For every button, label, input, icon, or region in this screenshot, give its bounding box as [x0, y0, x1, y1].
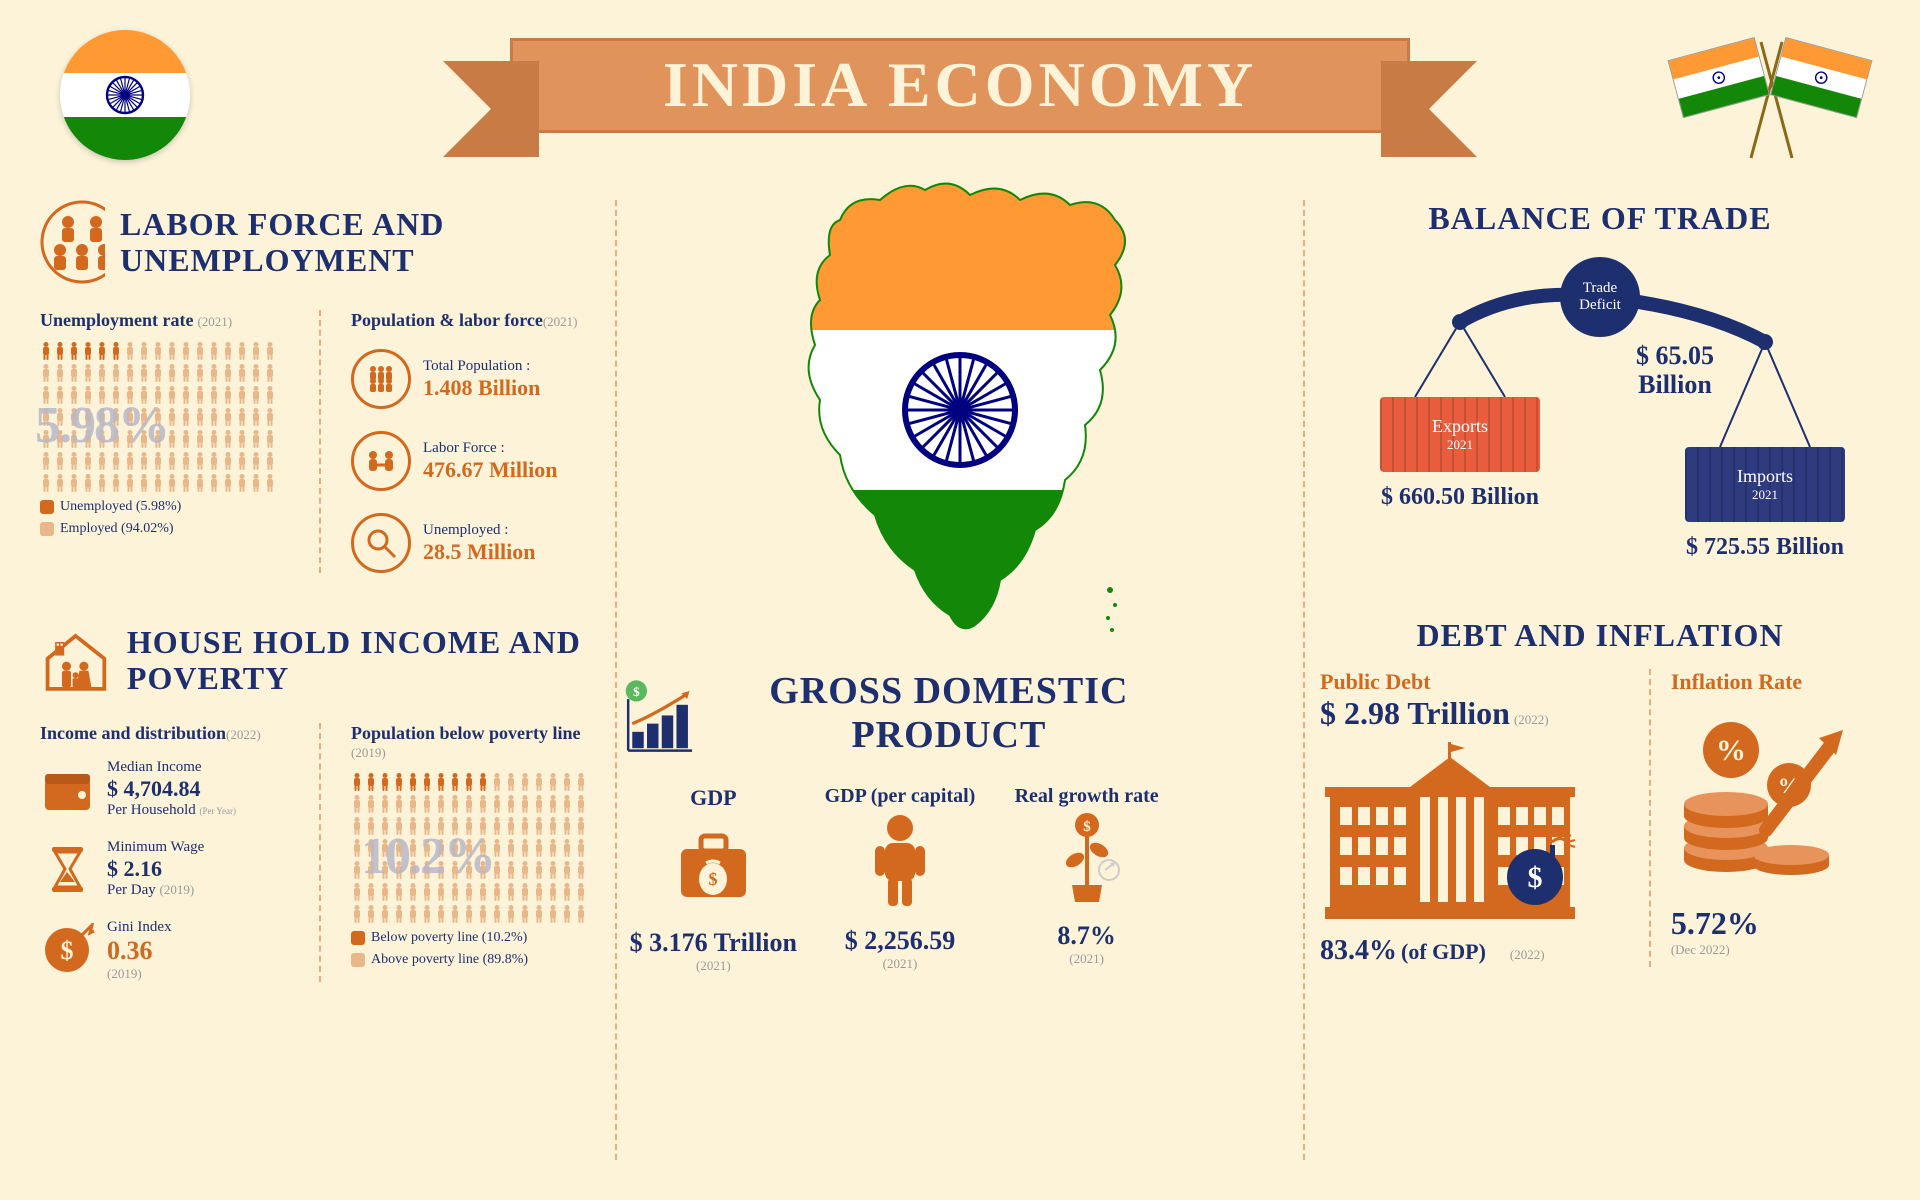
unemployed-label: Unemployed :	[423, 522, 535, 539]
unemployment-label: Unemployment rate	[40, 310, 193, 330]
legend-above-poverty: Above poverty line (89.8%)	[351, 952, 600, 968]
government-building-icon: $	[1320, 742, 1580, 922]
divider	[615, 200, 617, 1160]
total-pop-value: 1.408 Billion	[423, 375, 540, 401]
gini-value: 0.36	[107, 936, 172, 966]
of-gdp-year: (2022)	[1510, 947, 1545, 962]
income-year: (2022)	[226, 727, 261, 742]
gdp-total: GDP $ $ 3.176 Trillion (2021)	[628, 785, 798, 974]
median-income-value: $ 4,704.84	[107, 776, 236, 802]
inflation-value: 5.72%	[1671, 905, 1880, 942]
svg-text:$: $	[1083, 819, 1091, 835]
balance-scale: Trade Deficit $ 65.05 Billion Exports 20…	[1320, 257, 1880, 577]
crossed-flags-icon	[1670, 25, 1870, 155]
exports-box: Exports 2021	[1380, 397, 1540, 472]
public-debt-label: Public Debt	[1320, 669, 1629, 695]
hourglass-icon	[40, 842, 95, 897]
public-debt-year: (2022)	[1514, 712, 1549, 727]
svg-text:%: %	[1716, 734, 1746, 767]
gini-icon: $	[40, 923, 95, 978]
gini-year: (2019)	[107, 966, 172, 982]
population-year: (2021)	[543, 314, 578, 329]
svg-text:$: $	[633, 684, 640, 699]
per-capita-year: (2021)	[815, 956, 985, 972]
household-icon	[40, 618, 112, 703]
gdp-per-capita: GDP (per capital) $ 2,256.59 (2021)	[815, 785, 985, 974]
income-label: Income and distribution	[40, 723, 226, 743]
min-wage-label: Minimum Wage	[107, 839, 204, 856]
household-heading: HOUSE HOLD INCOME AND POVERTY	[127, 625, 600, 695]
trade-heading: BALANCE OF TRADE	[1320, 200, 1880, 237]
banner-ribbon: INDIA ECONOMY	[510, 38, 1410, 133]
growth-value: 8.7%	[1002, 921, 1172, 951]
unemployment-year: (2021)	[197, 314, 232, 329]
min-wage-value: $ 2.16	[107, 856, 204, 882]
trade-deficit-badge: Trade Deficit	[1560, 257, 1640, 337]
debt-heading: DEBT AND INFLATION	[1320, 617, 1880, 654]
population-icon	[351, 349, 411, 409]
legend-unemployed: Unemployed (5.98%)	[40, 499, 289, 515]
svg-text:$: $	[1528, 861, 1543, 894]
unemployment-pct: 5.98%	[35, 396, 168, 455]
unemployed-icon	[351, 513, 411, 573]
ashoka-chakra-icon	[105, 75, 145, 115]
wallet-icon	[40, 762, 95, 817]
title-banner: INDIA ECONOMY	[410, 30, 1510, 140]
poverty-label: Population below poverty line	[351, 723, 581, 743]
labor-people-icon	[40, 200, 105, 285]
inflation-coins-icon: % %	[1671, 710, 1851, 890]
svg-text:$: $	[61, 936, 74, 965]
legend-employed: Employed (94.02%)	[40, 521, 289, 537]
unemployment-people-grid: 5.98%	[40, 341, 280, 493]
gdp-year: (2021)	[628, 958, 798, 974]
page-title: INDIA ECONOMY	[663, 48, 1257, 122]
median-income-label: Median Income	[107, 759, 236, 776]
per-capita-label: GDP (per capital)	[815, 785, 985, 808]
poverty-pct: 10.2%	[361, 827, 494, 886]
gdp-label: GDP	[628, 785, 798, 811]
unemployed-value: 28.5 Million	[423, 539, 535, 565]
imports-box: Imports 2021	[1685, 447, 1845, 522]
gdp-chart-icon: $	[620, 670, 698, 765]
labor-force-label: Labor Force :	[423, 440, 557, 457]
person-icon	[865, 813, 935, 908]
gdp-heading: GROSS DOMESTIC PRODUCT	[718, 670, 1180, 757]
min-wage-sub: Per Day	[107, 882, 156, 898]
total-pop-label: Total Population :	[423, 358, 540, 375]
inflation-year: (Dec 2022)	[1671, 942, 1880, 958]
gini-label: Gini Index	[107, 919, 172, 936]
legend-below-poverty: Below poverty line (10.2%)	[351, 930, 600, 946]
deficit-value: $ 65.05 Billion	[1600, 342, 1750, 399]
labor-heading: LABOR FORCE AND UNEMPLOYMENT	[120, 207, 600, 277]
min-wage-year: (2019)	[160, 882, 195, 897]
exports-value: $ 660.50 Billion	[1380, 484, 1540, 511]
imports-value: $ 725.55 Billion	[1685, 534, 1845, 561]
of-gdp-label: (of GDP)	[1401, 939, 1486, 964]
of-gdp-value: 83.4%	[1320, 935, 1397, 966]
gdp-growth: Real growth rate $ 8.7% (2021)	[1002, 785, 1172, 974]
gdp-value: $ 3.176 Trillion	[628, 929, 798, 958]
per-capita-value: $ 2,256.59	[815, 926, 985, 956]
growth-year: (2021)	[1002, 951, 1172, 967]
svg-text:$: $	[708, 869, 717, 889]
poverty-year: (2019)	[351, 745, 386, 760]
divider	[1303, 200, 1305, 1160]
labor-force-value: 476.67 Million	[423, 457, 557, 483]
briefcase-icon: $	[671, 821, 756, 906]
median-income-sub: Per Household (Per Year)	[107, 802, 236, 819]
poverty-people-grid: 10.2%	[351, 772, 591, 924]
india-map-icon	[750, 170, 1170, 650]
india-flag-circle-icon	[60, 30, 190, 160]
plant-growth-icon: $	[1047, 810, 1127, 905]
inflation-label: Inflation Rate	[1671, 669, 1880, 695]
growth-label: Real growth rate	[1002, 785, 1172, 807]
labor-force-icon	[351, 431, 411, 491]
population-label: Population & labor force	[351, 310, 543, 330]
public-debt-value: $ 2.98 Trillion	[1320, 695, 1510, 731]
